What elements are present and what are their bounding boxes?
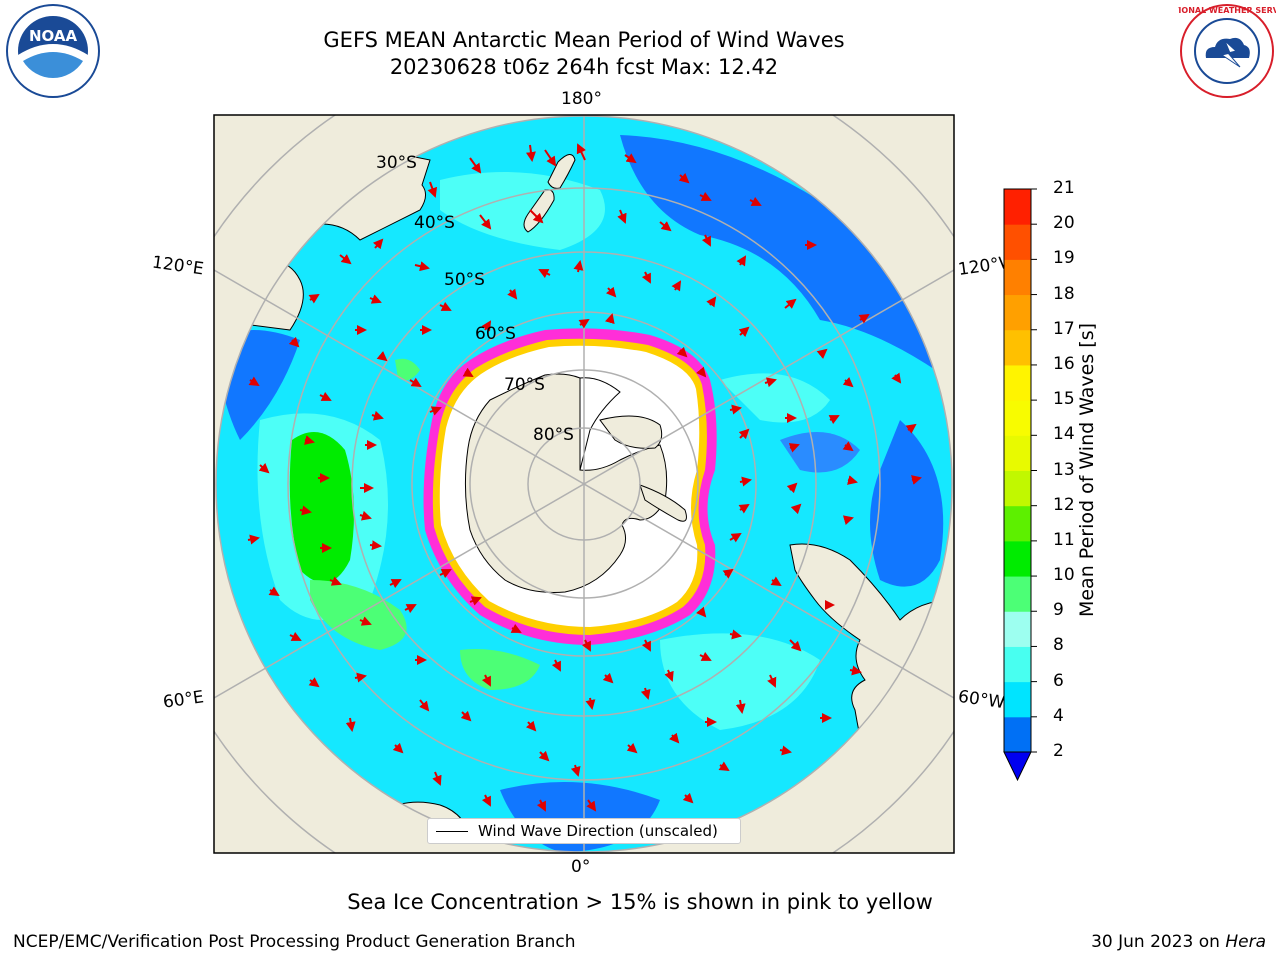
colorbar-tick-labels: 2 4 6 8 9 10 11 12 13 14 15 16 17 18 19 20 21 bbox=[1053, 178, 1093, 790]
colorbar-tick-label: 9 bbox=[1053, 600, 1064, 621]
legend-label: Wind Wave Direction (unscaled) bbox=[478, 822, 718, 840]
colorbar-bin bbox=[1004, 224, 1031, 260]
colorbar-bin bbox=[1004, 294, 1031, 331]
colorbar-tick-label: 12 bbox=[1053, 494, 1075, 515]
colorbar-tick-label: 13 bbox=[1053, 459, 1075, 480]
colorbar-tick-label: 10 bbox=[1053, 565, 1075, 586]
lat-label-60s: 60°S bbox=[475, 324, 516, 344]
colorbar-bin bbox=[1004, 400, 1031, 436]
svg-text:NOAA: NOAA bbox=[29, 27, 78, 45]
wave-direction-arrows bbox=[247, 143, 922, 812]
colorbar-tick-label: 16 bbox=[1053, 353, 1075, 374]
colorbar-tick-label: 4 bbox=[1053, 705, 1064, 726]
colorbar-tick-label: 14 bbox=[1053, 424, 1075, 445]
colorbar-bin bbox=[1004, 681, 1031, 718]
lat-label-50s: 50°S bbox=[444, 270, 485, 290]
footer-branch: NCEP/EMC/Verification Post Processing Pr… bbox=[13, 932, 576, 952]
colorbar-bin bbox=[1004, 259, 1031, 296]
antarctic-peninsula bbox=[639, 484, 687, 522]
colorbar-bin bbox=[1004, 611, 1031, 647]
graticule bbox=[214, 115, 954, 853]
lon-label-180: 180° bbox=[561, 89, 602, 109]
colorbar-title: Mean Period of Wind Waves [s] bbox=[1076, 322, 1098, 618]
colorbar-bin bbox=[1004, 646, 1031, 683]
noaa-logo: NOAA bbox=[6, 4, 100, 98]
footer-host: Hera bbox=[1225, 932, 1266, 952]
lat-label-40s: 40°S bbox=[414, 213, 455, 233]
low-period-patch bbox=[870, 420, 944, 587]
colorbar-tick-label: 15 bbox=[1053, 389, 1075, 410]
colorbar-tick-label: 18 bbox=[1053, 283, 1075, 304]
colorbar-tick-label: 6 bbox=[1053, 670, 1064, 691]
colorbar-tick-label: 11 bbox=[1053, 529, 1075, 550]
colorbar-bin bbox=[1004, 189, 1031, 225]
colorbar-tick-label: 2 bbox=[1053, 741, 1064, 761]
colorbar-bin bbox=[1004, 364, 1031, 401]
colorbar-tick-label: 21 bbox=[1053, 178, 1075, 198]
colorbar-bin bbox=[1004, 716, 1031, 753]
colorbar-tick-label: 8 bbox=[1053, 635, 1064, 656]
colorbar-bin bbox=[1004, 470, 1031, 507]
legend-line-swatch bbox=[436, 831, 468, 832]
footer-date: 30 Jun 2023 on Hera bbox=[1091, 932, 1266, 952]
colorbar-bin bbox=[1004, 505, 1031, 542]
lat-label-70s: 70°S bbox=[504, 375, 545, 395]
map-frame bbox=[213, 114, 955, 854]
map-legend: Wind Wave Direction (unscaled) bbox=[427, 818, 741, 844]
footer-date-text: 30 Jun 2023 on bbox=[1091, 932, 1226, 952]
colorbar-under-triangle bbox=[1003, 751, 1032, 782]
sea-ice-caption: Sea Ice Concentration > 15% is shown in … bbox=[347, 890, 933, 914]
colorbar bbox=[1003, 188, 1037, 782]
colorbar-tick-label: 19 bbox=[1053, 248, 1075, 269]
colorbar-bin bbox=[1004, 329, 1031, 366]
high-period-patch bbox=[289, 432, 354, 583]
lat-label-80s: 80°S bbox=[533, 425, 574, 445]
colorbar-bin bbox=[1004, 540, 1031, 577]
colorbar-bin bbox=[1004, 576, 1031, 612]
chart-title: GEFS MEAN Antarctic Mean Period of Wind … bbox=[323, 28, 845, 52]
lon-label-0: 0° bbox=[571, 857, 591, 877]
colorbar-tick-label: 20 bbox=[1053, 213, 1075, 234]
lat-label-30s: 30°S bbox=[376, 153, 417, 173]
nws-logo: NATIONAL WEATHER SERVICE bbox=[1178, 4, 1276, 98]
new-zealand-north bbox=[547, 154, 576, 189]
svg-text:NATIONAL WEATHER SERVICE: NATIONAL WEATHER SERVICE bbox=[1178, 6, 1276, 15]
chart-subtitle: 20230628 t06z 264h fcst Max: 12.42 bbox=[389, 55, 779, 79]
colorbar-tick-label: 17 bbox=[1053, 318, 1075, 339]
colorbar-bin bbox=[1004, 435, 1031, 471]
